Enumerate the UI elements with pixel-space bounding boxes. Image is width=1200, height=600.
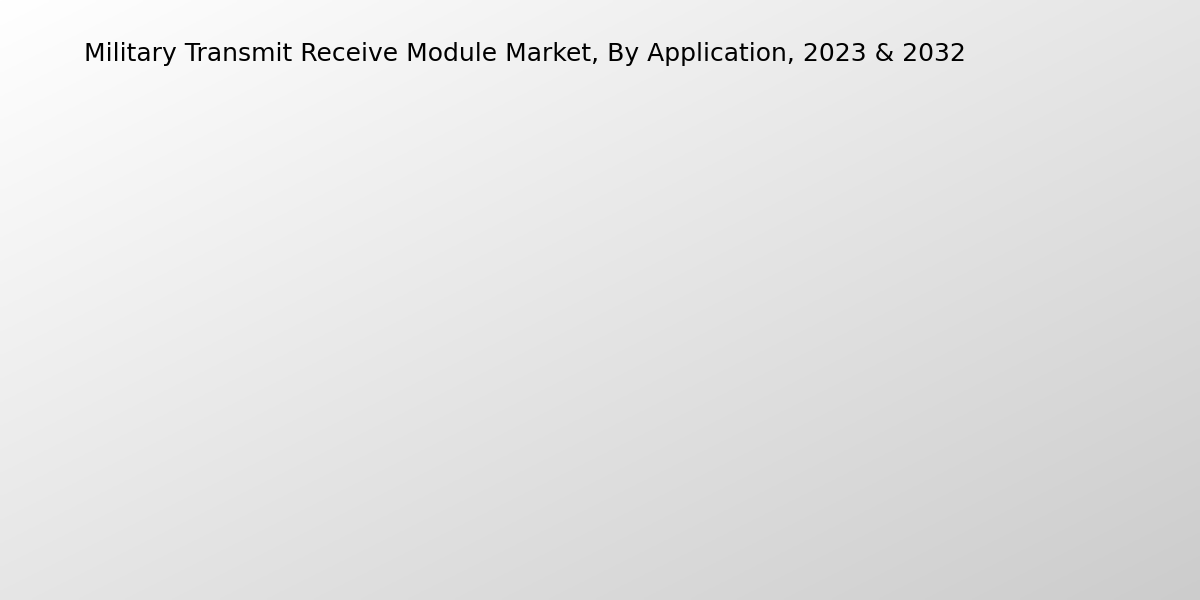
Bar	[256, 236, 329, 502]
Legend: 2023, 2032: 2023, 2032	[670, 109, 886, 141]
Bar	[779, 373, 852, 502]
Bar	[444, 391, 517, 502]
Bar	[1042, 269, 1115, 502]
Bar	[517, 332, 590, 502]
Bar	[706, 413, 779, 502]
Text: Military Transmit Receive Module Market, By Application, 2023 & 2032: Military Transmit Receive Module Market,…	[84, 42, 966, 66]
Text: 1.0: 1.0	[191, 302, 221, 320]
Y-axis label: Market Size in USD Billion: Market Size in USD Billion	[74, 215, 94, 448]
Bar	[182, 323, 256, 502]
Bar	[967, 344, 1042, 502]
